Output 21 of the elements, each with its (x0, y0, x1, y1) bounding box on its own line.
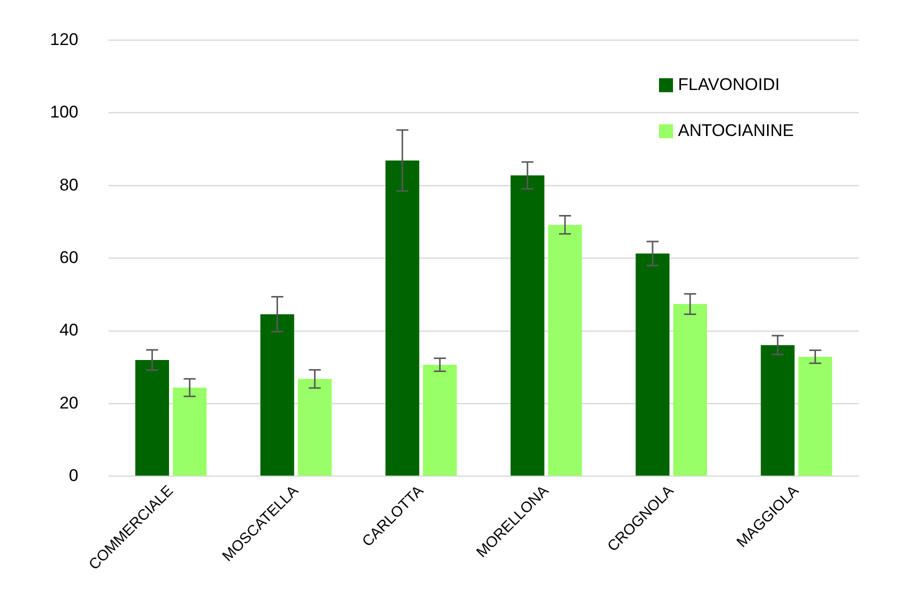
bar (260, 314, 294, 476)
bar (510, 175, 544, 476)
y-tick-label: 0 (68, 466, 78, 485)
bar (760, 345, 795, 476)
y-tick-label: 100 (50, 102, 78, 122)
bar (673, 304, 707, 476)
bar (423, 364, 457, 476)
bar (548, 224, 582, 476)
y-tick-label: 60 (59, 248, 78, 267)
bar (172, 388, 207, 476)
bar (135, 360, 170, 476)
legend-label: ANTOCIANINE (678, 120, 794, 140)
legend-label: FLAVONOIDI (678, 74, 780, 94)
bar (798, 356, 832, 476)
y-tick-label: 80 (59, 175, 78, 194)
bar (298, 378, 332, 476)
bar (385, 160, 420, 476)
y-tick-label: 40 (59, 320, 78, 340)
bar (636, 254, 670, 476)
y-tick-label: 120 (50, 30, 78, 49)
y-tick-label: 20 (59, 393, 78, 412)
